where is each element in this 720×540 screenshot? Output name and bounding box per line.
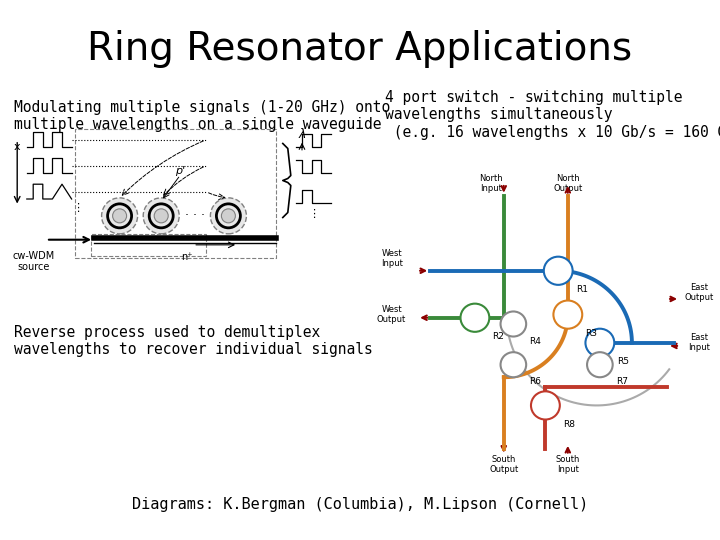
Circle shape	[587, 352, 613, 377]
Circle shape	[112, 209, 127, 223]
Text: Ring Resonator Applications: Ring Resonator Applications	[87, 30, 633, 68]
Circle shape	[222, 209, 235, 223]
Text: North
Input: North Input	[479, 174, 503, 193]
Circle shape	[585, 329, 614, 357]
Text: East
Input: East Input	[688, 333, 710, 353]
Text: South
Output: South Output	[489, 455, 518, 474]
Circle shape	[102, 198, 138, 234]
Text: p': p'	[176, 166, 186, 176]
Text: λ: λ	[298, 128, 306, 141]
Text: North
Output: North Output	[553, 174, 582, 193]
Text: R3: R3	[585, 329, 598, 338]
Text: ⋮: ⋮	[307, 209, 319, 219]
Circle shape	[531, 392, 560, 420]
Circle shape	[544, 256, 572, 285]
Text: R5: R5	[618, 357, 629, 366]
Text: East
Output: East Output	[685, 283, 714, 302]
Text: R7: R7	[616, 377, 628, 386]
Circle shape	[143, 198, 179, 234]
Circle shape	[210, 198, 246, 234]
Circle shape	[500, 352, 526, 377]
Text: ⋮: ⋮	[73, 203, 84, 213]
Circle shape	[554, 300, 582, 329]
Text: Diagrams: K.Bergman (Columbia), M.Lipson (Cornell): Diagrams: K.Bergman (Columbia), M.Lipson…	[132, 497, 588, 512]
Text: 4 port switch - switching multiple
wavelengths simultaneously
 (e.g. 16 waveleng: 4 port switch - switching multiple wavel…	[385, 90, 720, 140]
Text: · · ·: · · ·	[185, 210, 204, 222]
Circle shape	[154, 209, 168, 223]
Text: R2: R2	[492, 332, 505, 341]
Text: R6: R6	[529, 377, 541, 386]
Circle shape	[461, 303, 490, 332]
Text: cw-WDM
source: cw-WDM source	[12, 251, 54, 272]
Text: Modulating multiple signals (1-20 GHz) onto
multiple wavelengths on a single wav: Modulating multiple signals (1-20 GHz) o…	[14, 100, 390, 132]
Text: West
Output: West Output	[377, 305, 406, 325]
Text: R4: R4	[529, 336, 541, 346]
Text: R8: R8	[563, 420, 575, 429]
Text: Reverse process used to demultiplex
wavelengths to recover individual signals: Reverse process used to demultiplex wave…	[14, 325, 373, 357]
Text: n⁺: n⁺	[181, 252, 192, 262]
Text: R1: R1	[576, 285, 588, 294]
Circle shape	[500, 312, 526, 336]
Text: South
Input: South Input	[556, 455, 580, 474]
Text: West
Input: West Input	[381, 248, 402, 268]
Text: x: x	[14, 142, 20, 152]
